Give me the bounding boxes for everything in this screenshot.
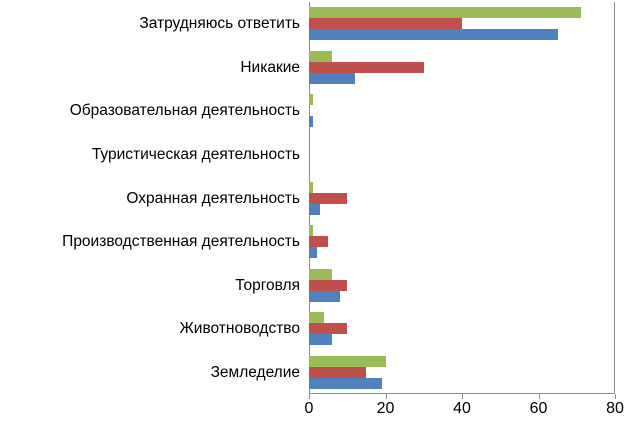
bar-group — [309, 181, 348, 215]
x-axis-tick-label: 40 — [453, 400, 471, 417]
bar-group — [309, 355, 386, 389]
category-label: Земледелие — [210, 363, 300, 381]
category-label: Затрудняюсь ответить — [139, 15, 300, 33]
bar-green-series — [309, 181, 313, 193]
category-label: Никакие — [240, 58, 300, 76]
category-label: Образовательная деятельность — [69, 102, 300, 120]
bar-blue-series — [309, 377, 382, 389]
bar-green-series — [309, 50, 332, 62]
category-row: Животноводство — [0, 307, 630, 351]
category-label: Торговля — [235, 276, 300, 294]
x-axis-tick — [538, 394, 540, 399]
bar-blue-series — [309, 203, 321, 215]
bar-blue-series — [309, 334, 332, 346]
category-row: Охранная деятельность — [0, 176, 630, 220]
category-row: Земледелие — [0, 351, 630, 395]
bar-red-series — [309, 192, 348, 204]
x-axis-tick-label: 60 — [529, 400, 548, 417]
bar-red-series — [309, 236, 329, 248]
bar-green-series — [309, 355, 386, 367]
category-label: Охранная деятельность — [126, 189, 300, 207]
category-row: Торговля — [0, 263, 630, 307]
bar-red-series — [309, 366, 367, 378]
bar-group — [309, 225, 329, 259]
bar-blue-series — [309, 247, 317, 259]
bar-red-series — [309, 18, 462, 30]
bar-blue-series — [309, 29, 558, 41]
category-label: Туристическая деятельность — [91, 145, 300, 163]
x-axis-tick — [462, 394, 463, 399]
bar-group — [309, 50, 424, 84]
bar-red-series — [309, 323, 348, 335]
bar-green-series — [309, 94, 313, 106]
bar-blue-series — [309, 72, 355, 84]
bar-group — [309, 312, 348, 346]
bar-blue-series — [309, 290, 340, 302]
bar-group — [309, 268, 348, 302]
bar-green-series — [309, 7, 581, 19]
bar-green-series — [309, 268, 332, 280]
category-row: Производственная деятельность — [0, 220, 630, 264]
bar-green-series — [309, 225, 313, 237]
category-rows: Затрудняюсь ответить Никакие Образовательн… — [0, 2, 630, 394]
bar-group — [309, 94, 313, 128]
x-axis-tick-label: 20 — [376, 400, 395, 417]
category-label: Производственная деятельность — [62, 233, 300, 251]
category-row: Никакие — [0, 46, 630, 90]
x-axis-tick-label: 0 — [304, 400, 314, 417]
x-axis-tick — [309, 394, 310, 399]
bar-group — [309, 7, 581, 41]
category-row: Образовательная деятельность — [0, 89, 630, 133]
bar-red-series — [309, 61, 424, 73]
bar-green-series — [309, 312, 325, 324]
bar-red-series — [309, 279, 348, 291]
bar-blue-series — [309, 116, 313, 128]
category-label: Животноводство — [179, 320, 300, 338]
x-axis-tick — [615, 394, 616, 399]
category-row: Затрудняюсь ответить — [0, 2, 630, 46]
category-row: Туристическая деятельность — [0, 133, 630, 177]
x-axis-tick — [385, 394, 387, 399]
x-axis-tick-label: 80 — [606, 400, 624, 417]
